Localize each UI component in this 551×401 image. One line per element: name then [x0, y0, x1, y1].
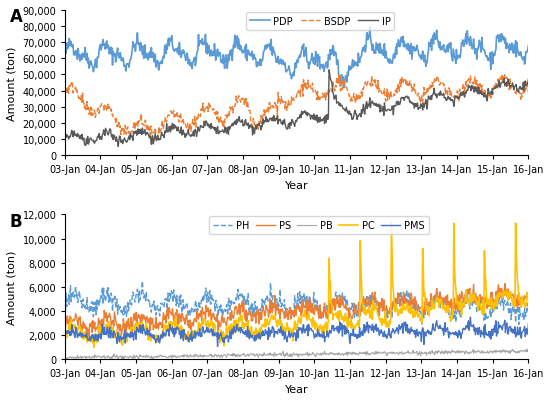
PDP — [350, 59, 357, 64]
PC — [388, 220, 395, 225]
PH — [430, 294, 437, 299]
PMS — [133, 337, 139, 342]
PB — [62, 356, 69, 360]
PMS — [89, 336, 95, 340]
PMS — [62, 331, 69, 336]
PMS — [430, 322, 436, 326]
Text: B: B — [10, 212, 23, 230]
BSDP — [89, 109, 95, 114]
PS — [62, 326, 69, 331]
IP — [430, 91, 437, 96]
PH — [419, 323, 425, 328]
PH — [350, 306, 357, 310]
PS — [430, 303, 436, 308]
PB — [525, 349, 532, 354]
Line: IP: IP — [66, 71, 528, 147]
PB — [89, 354, 96, 358]
PMS — [469, 323, 476, 328]
Line: PB: PB — [66, 349, 528, 359]
PC — [350, 324, 357, 329]
PDP — [341, 86, 347, 91]
PS — [469, 299, 476, 304]
PDP — [366, 26, 373, 30]
PB — [133, 353, 140, 358]
Line: PS: PS — [66, 284, 528, 341]
BSDP — [350, 92, 357, 97]
PB — [524, 347, 531, 352]
PDP — [62, 52, 69, 57]
IP — [115, 145, 122, 150]
PC — [430, 305, 437, 310]
PS — [84, 339, 91, 344]
PC — [62, 333, 69, 338]
PB — [430, 350, 436, 355]
PS — [89, 318, 96, 323]
Line: PDP: PDP — [66, 28, 528, 88]
PDP — [525, 44, 532, 49]
PDP — [477, 47, 484, 52]
Y-axis label: Amount (ton): Amount (ton) — [7, 46, 17, 120]
PC — [89, 340, 95, 344]
PC — [525, 296, 532, 300]
IP — [89, 138, 95, 143]
PB — [73, 356, 79, 361]
PS — [350, 301, 357, 306]
PMS — [214, 344, 221, 349]
BSDP — [477, 82, 483, 87]
IP — [525, 77, 532, 82]
PMS — [525, 321, 532, 326]
IP — [469, 85, 476, 89]
Line: PMS: PMS — [66, 317, 528, 346]
BSDP — [430, 85, 436, 89]
PH — [477, 298, 484, 303]
BSDP — [498, 73, 505, 78]
PS — [477, 292, 483, 297]
Line: PH: PH — [66, 282, 528, 326]
PH — [62, 310, 69, 315]
PS — [133, 323, 140, 328]
PMS — [350, 332, 357, 337]
PC — [91, 345, 98, 350]
PC — [477, 304, 484, 309]
BSDP — [133, 124, 139, 128]
PS — [501, 282, 508, 286]
PDP — [469, 45, 476, 49]
BSDP — [154, 137, 160, 142]
PDP — [133, 42, 139, 47]
Legend: PDP, BSDP, IP: PDP, BSDP, IP — [246, 13, 395, 30]
IP — [326, 68, 332, 73]
PC — [469, 299, 476, 304]
PH — [139, 279, 146, 284]
IP — [62, 135, 69, 140]
Line: BSDP: BSDP — [66, 75, 528, 139]
Text: A: A — [10, 8, 23, 26]
PDP — [89, 64, 95, 69]
PH — [525, 304, 532, 308]
PB — [469, 349, 476, 354]
BSDP — [525, 91, 532, 96]
Legend: PH, PS, PB, PC, PMS: PH, PS, PB, PC, PMS — [209, 217, 429, 235]
PB — [350, 351, 357, 356]
PB — [477, 350, 483, 354]
IP — [133, 134, 140, 138]
PC — [133, 328, 140, 333]
X-axis label: Year: Year — [285, 384, 309, 394]
PH — [89, 300, 95, 304]
PMS — [467, 315, 474, 320]
IP — [477, 92, 484, 97]
X-axis label: Year: Year — [285, 180, 309, 190]
PH — [133, 292, 139, 297]
PH — [469, 298, 476, 303]
PDP — [430, 43, 437, 47]
BSDP — [469, 82, 476, 87]
PMS — [477, 334, 484, 339]
Y-axis label: Amount (ton): Amount (ton) — [7, 250, 17, 324]
BSDP — [62, 91, 69, 95]
Line: PC: PC — [66, 223, 528, 347]
IP — [351, 110, 358, 115]
PS — [525, 292, 532, 296]
